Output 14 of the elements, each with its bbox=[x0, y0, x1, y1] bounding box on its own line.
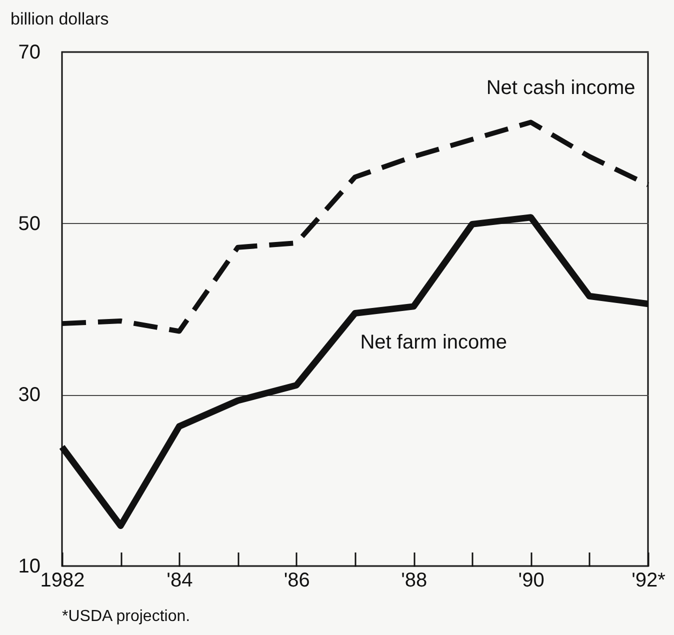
series-label: Net cash income bbox=[486, 77, 636, 100]
y-tick-label: 70 bbox=[18, 42, 40, 64]
x-tick-label: '86 bbox=[284, 570, 310, 592]
x-tick-label: 1982 bbox=[40, 570, 85, 592]
x-tick-label: '92* bbox=[632, 570, 666, 592]
y-tick-label: 30 bbox=[18, 384, 40, 406]
y-tick-label: 10 bbox=[18, 556, 40, 578]
x-tick-label: '90 bbox=[518, 570, 544, 592]
y-axis-title: billion dollars bbox=[10, 10, 109, 28]
x-tick-label: '88 bbox=[401, 570, 428, 592]
text: *USDA projection. bbox=[62, 608, 190, 626]
y-tick-label: 50 bbox=[18, 212, 40, 235]
x-tick-label: '84 bbox=[166, 570, 193, 592]
series-label: Net farm income bbox=[360, 331, 507, 354]
